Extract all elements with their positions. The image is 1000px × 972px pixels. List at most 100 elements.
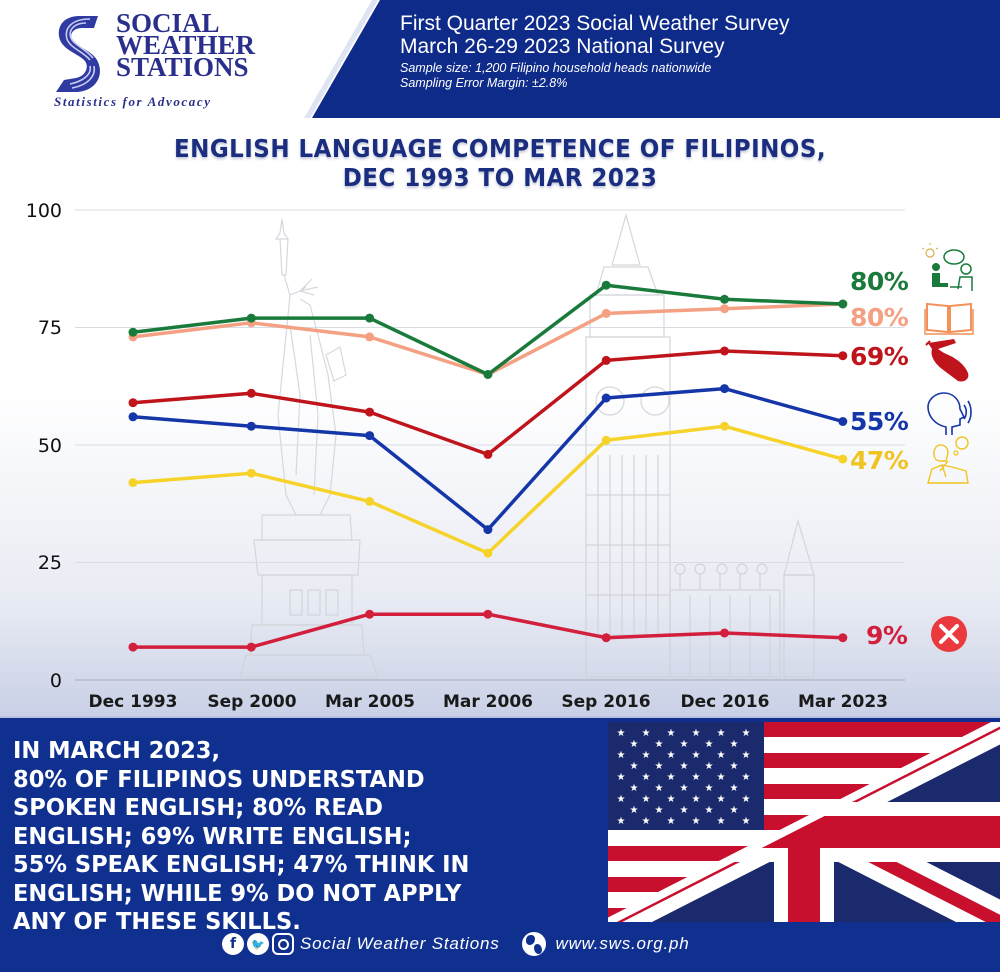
error-margin: Sampling Error Margin: ±2.8% [400, 76, 568, 90]
social-handle[interactable]: Social Weather Stations [300, 934, 500, 953]
survey-info: First Quarter 2023 Social Weather Survey… [400, 12, 789, 91]
series-think-in-english [128, 421, 848, 558]
data-point [720, 304, 729, 314]
y-tick-25: 25 [37, 552, 62, 574]
facebook-icon[interactable]: f [222, 933, 244, 955]
x-tick-label: Mar 2006 [442, 692, 533, 712]
data-point [365, 496, 375, 506]
data-point [483, 370, 493, 379]
svg-text:★: ★ [692, 794, 701, 805]
y-tick-0: 0 [49, 670, 62, 692]
logo-tagline: Statistics for Advocacy [54, 94, 212, 109]
chart-title-line-1: ENGLISH LANGUAGE COMPETENCE OF FILIPINOS… [173, 134, 827, 163]
data-point [128, 642, 138, 652]
svg-text:★: ★ [667, 794, 676, 805]
series-read-english [128, 299, 848, 379]
parliament-sketch-icon [669, 518, 815, 678]
x-circle-icon [931, 616, 967, 652]
data-point [365, 407, 375, 417]
svg-text:★: ★ [655, 783, 664, 794]
instagram-icon[interactable] [272, 933, 294, 955]
svg-text:★: ★ [692, 728, 701, 739]
sample-size: Sample size: 1,200 Filipino household he… [400, 61, 712, 75]
survey-title: First Quarter 2023 Social Weather Survey [400, 12, 790, 35]
chart-series [128, 280, 848, 652]
line-chart: 100 75 50 25 0 Dec 1993 Sep 2000 Mar 200… [0, 195, 1000, 715]
speaking-head-icon [927, 392, 972, 435]
x-tick-label: Sep 2016 [561, 692, 651, 712]
data-point [838, 351, 848, 361]
summary-line: 55% SPEAK ENGLISH; 47% THINK IN [13, 850, 470, 878]
data-point [246, 313, 256, 323]
svg-text:★: ★ [742, 794, 751, 805]
series-understand-spoken-english [128, 280, 848, 379]
data-point [838, 417, 848, 426]
survey-dates: March 26-29 2023 National Survey [400, 35, 725, 58]
svg-text:★: ★ [717, 772, 726, 783]
data-point [838, 299, 848, 309]
x-tick-label: Mar 2023 [797, 692, 888, 712]
data-point [365, 332, 375, 342]
svg-text:★: ★ [680, 783, 689, 794]
x-tick-label: Dec 1993 [88, 692, 178, 712]
svg-text:★: ★ [717, 816, 726, 827]
data-point [246, 468, 256, 478]
svg-text:★: ★ [667, 750, 676, 761]
logo-line-2: WEATHER [116, 30, 256, 60]
summary-text: IN MARCH 2023, 80% OF FILIPINOS UNDERSTA… [13, 736, 589, 936]
x-tick-label: Mar 2005 [324, 692, 415, 712]
data-point [246, 421, 256, 431]
svg-text:★: ★ [642, 772, 651, 783]
svg-text:★: ★ [742, 772, 751, 783]
svg-text:★: ★ [692, 750, 701, 761]
summary-line: SPOKEN ENGLISH; 80% READ [13, 793, 384, 821]
data-point [246, 642, 256, 652]
data-point [483, 525, 493, 535]
series-write-english [128, 346, 848, 459]
end-label-none: 9% [866, 621, 908, 650]
data-point [838, 454, 848, 464]
svg-text:★: ★ [617, 772, 626, 783]
website-link[interactable]: www.sws.org.ph [555, 934, 690, 953]
end-label-speak: 55% [850, 407, 909, 436]
svg-text:★: ★ [717, 794, 726, 805]
svg-text:★: ★ [730, 761, 739, 772]
svg-text:★: ★ [705, 805, 714, 816]
conversation-icon [922, 243, 973, 291]
series-do-not-apply-any-of-these-skills [128, 609, 848, 652]
data-point [720, 294, 729, 304]
globe-icon [521, 932, 546, 956]
svg-text:★: ★ [730, 739, 739, 750]
chart-title-line-2: DEC 1993 TO MAR 2023 [342, 163, 658, 192]
end-label-write: 69% [850, 342, 909, 371]
svg-text:★: ★ [742, 750, 751, 761]
end-label-think: 47% [850, 446, 909, 475]
svg-text:★: ★ [617, 750, 626, 761]
writing-hand-icon [925, 339, 969, 382]
svg-text:★: ★ [717, 750, 726, 761]
svg-text:★: ★ [642, 750, 651, 761]
svg-text:★: ★ [730, 783, 739, 794]
header: SOCIAL WEATHER STATIONS Statistics for A… [0, 0, 1000, 118]
data-point [128, 398, 138, 408]
svg-text:★: ★ [655, 805, 664, 816]
data-point [601, 308, 611, 318]
summary-line: 80% OF FILIPINOS UNDERSTAND [13, 764, 425, 793]
summary-panel: IN MARCH 2023, 80% OF FILIPINOS UNDERSTA… [0, 716, 1000, 972]
svg-text:★: ★ [742, 728, 751, 739]
y-tick-75: 75 [37, 317, 62, 339]
svg-text:★: ★ [642, 728, 651, 739]
thinking-person-icon [927, 436, 969, 484]
summary-line: IN MARCH 2023, [13, 736, 221, 764]
data-point [601, 633, 611, 643]
data-point [246, 388, 256, 398]
data-point [483, 548, 493, 558]
twitter-icon[interactable]: 🐦 [247, 933, 269, 955]
svg-text:★: ★ [692, 772, 701, 783]
logo-wordmark: SOCIAL WEATHER STATIONS [116, 10, 256, 81]
svg-text:★: ★ [705, 783, 714, 794]
data-point [720, 346, 729, 356]
summary-line: ANY OF THESE SKILLS. [13, 907, 301, 935]
svg-text:★: ★ [655, 761, 664, 772]
x-tick-label: Dec 2016 [680, 692, 770, 712]
